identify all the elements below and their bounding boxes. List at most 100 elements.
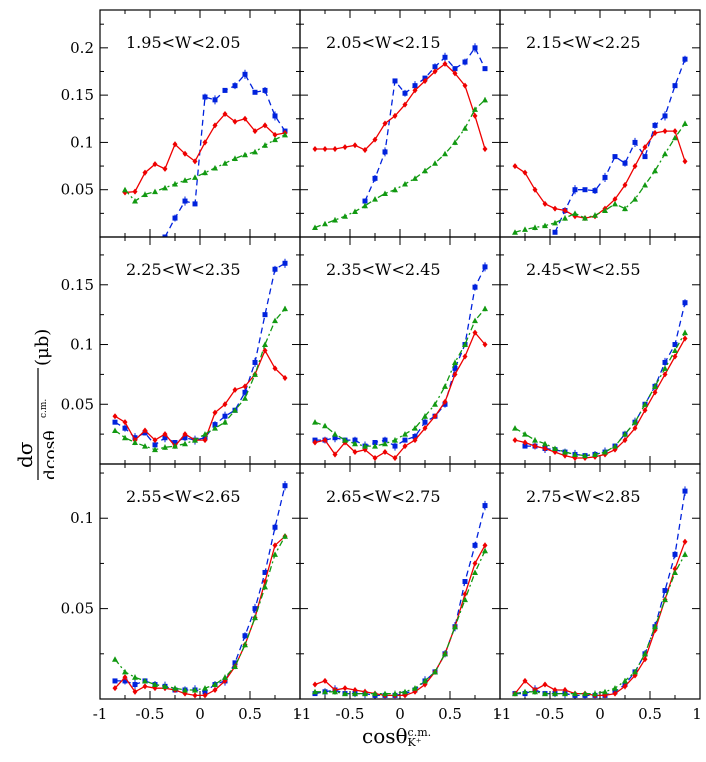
data-point [272,317,278,324]
y-label-numerator: dσ [14,441,37,468]
data-point [632,163,638,170]
data-point [122,678,128,684]
data-point [342,685,348,692]
data-point [532,443,538,450]
data-point [442,150,448,157]
data-point [352,208,358,214]
series-group [312,262,488,462]
data-point [192,174,198,180]
data-point [212,97,218,103]
x-label-superscript: c.m. [407,725,432,739]
series-line-triangle [114,535,286,691]
data-point [642,650,648,657]
data-point [522,226,528,232]
y-tick-label: 0.15 [61,276,94,294]
data-point [112,678,118,684]
data-point [642,154,648,160]
data-point [662,588,668,594]
data-point [272,136,278,143]
y-tick-label: 0.15 [61,86,94,104]
data-point [552,445,558,451]
data-point [462,59,468,65]
data-point [262,312,268,318]
data-point [672,342,678,348]
x-axis-label: cosθ c.m. K⁺ [362,724,431,748]
data-point [372,439,378,445]
panel-label: 2.75<W<2.85 [526,487,641,506]
data-point [642,407,648,414]
data-point [142,191,148,197]
data-point [552,229,558,235]
data-point [122,434,128,441]
data-point [162,184,168,191]
series-line-diamond [514,130,686,219]
data-point [462,596,468,603]
data-point [512,690,518,697]
data-point [552,690,558,697]
data-point [602,688,608,695]
data-point [222,87,228,93]
data-point [262,142,268,148]
series-line-triangle [314,308,486,447]
data-point [132,198,138,204]
data-point [652,623,658,630]
data-point [312,439,318,446]
data-point [322,688,328,695]
panel-label: 2.45<W<2.55 [526,260,641,279]
data-point [242,641,248,648]
data-point [442,398,448,405]
data-point [262,341,268,348]
data-point [322,220,328,227]
data-point [482,96,488,103]
data-point [272,266,278,272]
data-point [452,371,458,378]
data-point [112,413,118,420]
data-point [202,169,208,176]
data-point [202,437,208,444]
data-point [142,169,148,176]
series-line-diamond [124,113,286,194]
data-point [202,685,208,691]
series-group [512,55,688,235]
data-point [392,455,398,462]
data-point [122,425,128,431]
data-point [682,488,688,494]
data-point [652,122,658,128]
data-point [542,440,548,447]
data-point [152,161,158,168]
data-point [362,198,368,204]
data-point [472,329,478,336]
data-point [472,45,478,51]
data-point [642,181,648,188]
data-point [382,190,388,196]
data-point [252,89,258,95]
data-point [312,688,318,695]
data-point [252,148,258,155]
data-point [592,451,598,457]
series-line-triangle [514,332,686,457]
data-point [332,431,338,437]
data-point [442,650,448,657]
data-point [252,371,258,377]
series-line-diamond [314,331,486,459]
x-tick-label: 0 [595,705,605,723]
data-point [592,188,598,194]
data-point [462,82,468,89]
y-tick-label: 0.05 [61,600,94,618]
data-point [392,78,398,84]
series-line-triangle [514,554,686,695]
series-line-triangle [124,134,286,202]
data-point [122,419,128,426]
data-point [232,660,238,666]
data-point [112,656,118,662]
data-point [192,158,198,165]
x-tick-label: 1 [692,705,702,723]
data-point [252,614,258,621]
data-point [412,175,418,181]
data-point [282,533,288,539]
data-point [372,690,378,697]
data-point [422,77,428,84]
data-point [482,305,488,312]
data-point [412,83,418,89]
panel-7: 0.05 0.1 -1 -0.5 0 0.5 1 2.55<W<2.65 [61,463,302,723]
